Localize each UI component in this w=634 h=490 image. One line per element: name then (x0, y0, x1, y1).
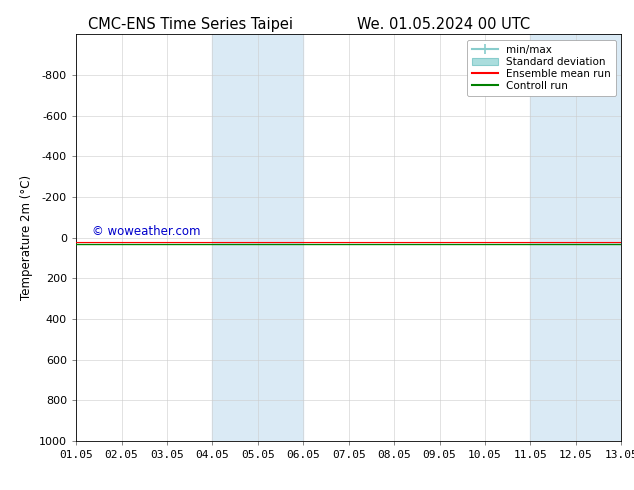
Bar (212, 34, 258, 441)
Bar (258, 34, 303, 441)
Text: © woweather.com: © woweather.com (93, 225, 201, 238)
Legend: min/max, Standard deviation, Ensemble mean run, Controll run: min/max, Standard deviation, Ensemble me… (467, 40, 616, 96)
Bar (531, 34, 576, 441)
Text: We. 01.05.2024 00 UTC: We. 01.05.2024 00 UTC (357, 17, 531, 32)
Bar (576, 34, 621, 441)
Text: CMC-ENS Time Series Taipei: CMC-ENS Time Series Taipei (87, 17, 293, 32)
Y-axis label: Temperature 2m (°C): Temperature 2m (°C) (20, 175, 34, 300)
